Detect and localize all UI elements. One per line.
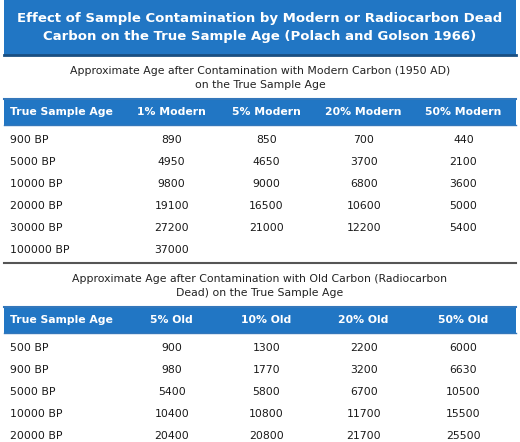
Text: 5400: 5400	[450, 223, 477, 233]
Text: 50% Modern: 50% Modern	[425, 107, 502, 117]
Text: 10000 BP: 10000 BP	[10, 179, 62, 189]
Bar	[4, 217, 516, 239]
Text: 850: 850	[256, 135, 277, 145]
Bar	[4, 265, 516, 307]
Text: 5% Modern: 5% Modern	[232, 107, 301, 117]
Text: 30000 BP: 30000 BP	[10, 223, 62, 233]
Bar	[4, 151, 516, 173]
Text: 10000 BP: 10000 BP	[10, 409, 62, 419]
Bar	[4, 239, 516, 261]
Bar	[4, 307, 516, 333]
Text: Approximate Age after Contamination with Old Carbon (Radiocarbon
Dead) on the Tr: Approximate Age after Contamination with…	[72, 274, 448, 298]
Text: 10600: 10600	[346, 201, 381, 211]
Bar	[4, 381, 516, 403]
Text: 6000: 6000	[450, 343, 477, 353]
Text: 1300: 1300	[253, 343, 280, 353]
Bar	[4, 359, 516, 381]
Text: 900 BP: 900 BP	[10, 135, 48, 145]
Text: 6700: 6700	[350, 387, 378, 397]
Text: 50% Old: 50% Old	[438, 315, 489, 325]
Text: 10800: 10800	[249, 409, 284, 419]
Bar	[4, 195, 516, 217]
Text: 10500: 10500	[446, 387, 481, 397]
Bar	[4, 173, 516, 195]
Text: 4650: 4650	[253, 157, 280, 167]
Bar	[4, 57, 516, 99]
Text: True Sample Age: True Sample Age	[10, 107, 113, 117]
Text: 700: 700	[353, 135, 374, 145]
Text: 21000: 21000	[249, 223, 284, 233]
Text: 5400: 5400	[158, 387, 186, 397]
Text: 890: 890	[161, 135, 182, 145]
Text: Approximate Age after Contamination with Modern Carbon (1950 AD)
on the True Sam: Approximate Age after Contamination with…	[70, 66, 450, 90]
Text: 1% Modern: 1% Modern	[137, 107, 206, 117]
Text: 100000 BP: 100000 BP	[10, 245, 70, 255]
Text: 20000 BP: 20000 BP	[10, 431, 62, 441]
Bar	[4, 0, 516, 55]
Text: 5800: 5800	[253, 387, 280, 397]
Text: 19100: 19100	[154, 201, 189, 211]
Text: 10% Old: 10% Old	[241, 315, 292, 325]
Text: 15500: 15500	[446, 409, 481, 419]
Text: 900 BP: 900 BP	[10, 365, 48, 375]
Text: 21700: 21700	[346, 431, 381, 441]
Text: 1770: 1770	[253, 365, 280, 375]
Text: 37000: 37000	[154, 245, 189, 255]
Text: 5% Old: 5% Old	[150, 315, 193, 325]
Text: 5000 BP: 5000 BP	[10, 157, 56, 167]
Bar	[4, 425, 516, 442]
Text: 27200: 27200	[154, 223, 189, 233]
Bar	[4, 129, 516, 151]
Text: 2200: 2200	[350, 343, 378, 353]
Text: 5000: 5000	[450, 201, 477, 211]
Text: 440: 440	[453, 135, 474, 145]
Bar	[4, 99, 516, 125]
Text: 3700: 3700	[350, 157, 378, 167]
Text: Data compiled by Beta Analytic: Data compiled by Beta Analytic	[347, 441, 512, 442]
Text: 20400: 20400	[154, 431, 189, 441]
Bar	[4, 337, 516, 359]
Text: 2100: 2100	[450, 157, 477, 167]
Text: 500 BP: 500 BP	[10, 343, 48, 353]
Text: 16500: 16500	[249, 201, 284, 211]
Text: 25500: 25500	[446, 431, 481, 441]
Text: 11700: 11700	[346, 409, 381, 419]
Text: 10400: 10400	[154, 409, 189, 419]
Text: 9000: 9000	[253, 179, 280, 189]
Text: 4950: 4950	[158, 157, 186, 167]
Text: 20% Modern: 20% Modern	[326, 107, 402, 117]
Text: 20800: 20800	[249, 431, 284, 441]
Text: 6630: 6630	[450, 365, 477, 375]
Text: 20000 BP: 20000 BP	[10, 201, 62, 211]
Text: 3200: 3200	[350, 365, 378, 375]
Text: 900: 900	[161, 343, 182, 353]
Text: 12200: 12200	[346, 223, 381, 233]
Text: Effect of Sample Contamination by Modern or Radiocarbon Dead
Carbon on the True : Effect of Sample Contamination by Modern…	[17, 12, 503, 43]
Text: 980: 980	[161, 365, 182, 375]
Text: 20% Old: 20% Old	[339, 315, 389, 325]
Bar	[4, 403, 516, 425]
Text: 9800: 9800	[158, 179, 186, 189]
Text: True Sample Age: True Sample Age	[10, 315, 113, 325]
Text: 5000 BP: 5000 BP	[10, 387, 56, 397]
Text: 3600: 3600	[450, 179, 477, 189]
Text: 6800: 6800	[350, 179, 378, 189]
